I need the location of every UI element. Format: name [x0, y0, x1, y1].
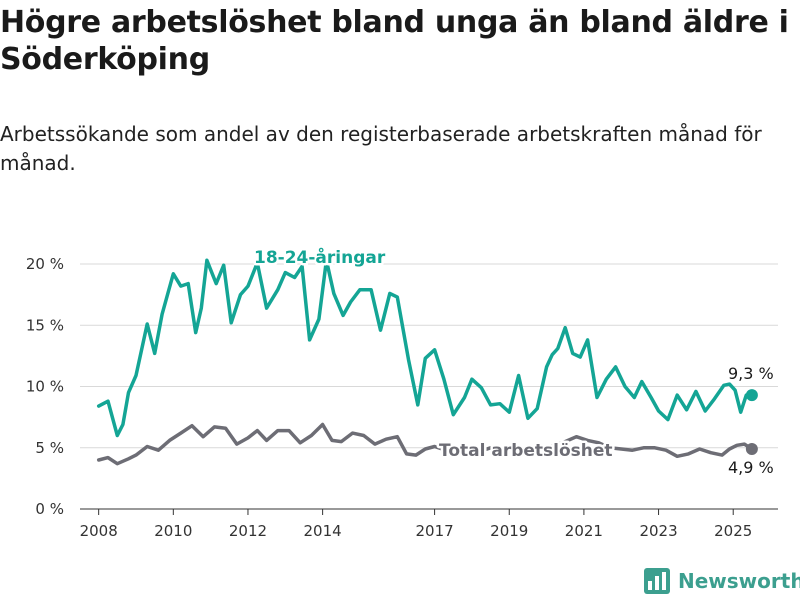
y-tick-label: 20 % — [26, 255, 64, 273]
series-end-label: 4,9 % — [728, 458, 774, 477]
line-chart: 0 %5 %10 %15 %20 % 2008 2010 2012 2014 2017 2… — [26, 244, 778, 540]
series-line-young — [96, 258, 754, 438]
series-label-total: Total arbetslöshet — [439, 441, 613, 461]
series-label-young: 18-24-åringar — [254, 246, 386, 268]
chart-title: Högre arbetslöshet bland unga än bland ä… — [0, 5, 789, 77]
x-tick-label: 2017 — [416, 522, 454, 540]
series-label-young-halo: 18-24-åringar — [254, 246, 386, 268]
gridlines — [80, 263, 778, 510]
x-tick-label: 2010 — [154, 522, 192, 540]
x-tick-label: 2025 — [714, 522, 752, 540]
chart-subtitle: Arbetssökande som andel av den registerb… — [0, 122, 762, 175]
y-tick-label: 0 % — [35, 500, 64, 518]
x-tick-label: 2019 — [490, 522, 528, 540]
x-tick-label: 2008 — [80, 522, 118, 540]
series-label-total-halo: Total arbetslöshet — [439, 441, 613, 461]
x-tick-label: 2012 — [229, 522, 267, 540]
bar-chart-logo-icon — [644, 568, 670, 594]
x-tick-label: 2021 — [565, 522, 603, 540]
y-axis-labels: 0 % 5 % 10 % 15 % 20 % — [26, 255, 64, 518]
brand-name: Newsworthy — [678, 569, 800, 593]
brand-logo: Newsworthy — [644, 568, 800, 594]
x-tick-label: 2023 — [639, 522, 677, 540]
series-end-label: 9,3 % — [728, 364, 774, 383]
series-end-marker — [745, 442, 758, 455]
series-lines — [96, 258, 758, 466]
y-tick-label: 10 % — [26, 378, 64, 396]
x-tick-label: 2014 — [304, 522, 342, 540]
y-tick-label: 15 % — [26, 316, 64, 334]
series-labels: 9,3 %4,9 %18-24-åringar18-24-åringarTota… — [252, 244, 774, 477]
x-axis: 2008 2010 2012 2014 2017 2019 2021 2023 2025 — [80, 509, 752, 540]
y-tick-label: 5 % — [35, 439, 64, 457]
series-end-marker — [745, 389, 758, 402]
series-line-total — [96, 422, 754, 466]
